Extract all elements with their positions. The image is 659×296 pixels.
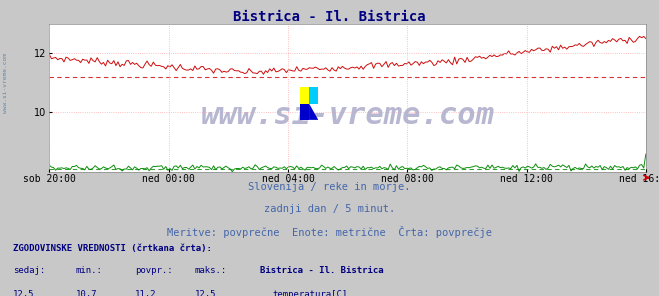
Polygon shape xyxy=(300,87,309,104)
Text: 12,5: 12,5 xyxy=(13,290,35,296)
Text: zadnji dan / 5 minut.: zadnji dan / 5 minut. xyxy=(264,204,395,214)
Text: sedaj:: sedaj: xyxy=(13,266,45,275)
Text: maks.:: maks.: xyxy=(194,266,227,275)
Text: Bistrica - Il. Bistrica: Bistrica - Il. Bistrica xyxy=(260,266,384,275)
Text: www.si-vreme.com: www.si-vreme.com xyxy=(200,101,495,130)
Polygon shape xyxy=(309,104,318,120)
Text: 10,7: 10,7 xyxy=(76,290,98,296)
Text: 12,5: 12,5 xyxy=(194,290,216,296)
Polygon shape xyxy=(309,87,318,104)
Text: www.si-vreme.com: www.si-vreme.com xyxy=(3,53,8,113)
Text: min.:: min.: xyxy=(76,266,103,275)
Text: Meritve: povprečne  Enote: metrične  Črta: povprečje: Meritve: povprečne Enote: metrične Črta:… xyxy=(167,226,492,239)
Text: Bistrica - Il. Bistrica: Bistrica - Il. Bistrica xyxy=(233,10,426,24)
Text: povpr.:: povpr.: xyxy=(135,266,173,275)
Text: Slovenija / reke in morje.: Slovenija / reke in morje. xyxy=(248,182,411,192)
Text: temperatura[C]: temperatura[C] xyxy=(272,290,347,296)
Text: 11,2: 11,2 xyxy=(135,290,157,296)
Text: ZGODOVINSKE VREDNOSTI (črtkana črta):: ZGODOVINSKE VREDNOSTI (črtkana črta): xyxy=(13,244,212,253)
Polygon shape xyxy=(300,104,309,120)
